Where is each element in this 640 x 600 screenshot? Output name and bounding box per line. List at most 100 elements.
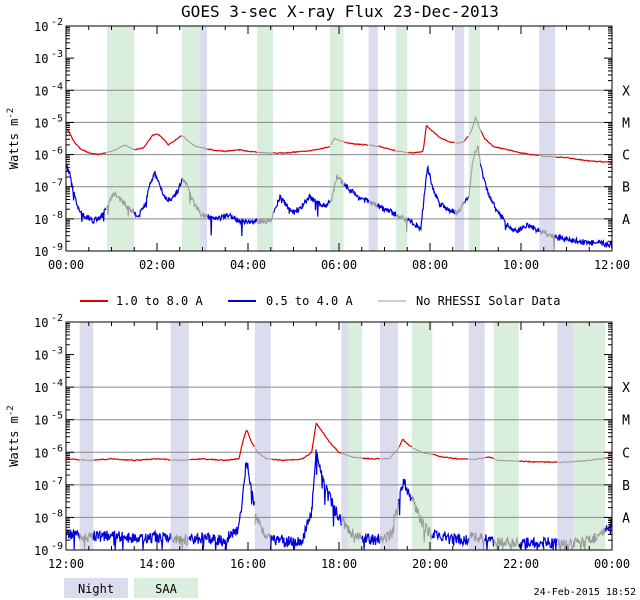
night-band [557, 322, 574, 550]
y-tick-exponent: -6 [51, 146, 63, 157]
y-tick-label: 10 [34, 511, 48, 525]
y-tick-exponent: -8 [51, 508, 63, 519]
flare-class-label: M [622, 414, 630, 429]
x-tick-label: 12:00 [594, 258, 630, 272]
y-axis-label: Watts m-2 [6, 108, 21, 169]
long-channel-line [65, 125, 613, 164]
x-tick-label: 18:00 [321, 557, 357, 571]
y-tick-exponent: -9 [51, 242, 63, 253]
night-band [455, 26, 465, 251]
y-tick-label: 10 [34, 414, 48, 428]
saa-band [257, 26, 274, 251]
x-tick-label: 00:00 [48, 258, 84, 272]
y-tick-label: 10 [34, 316, 48, 330]
saa-band [395, 26, 408, 251]
y-tick-label: 10 [34, 381, 48, 395]
footer-timestamp: 24-Feb-2015 18:52 [534, 587, 636, 598]
x-tick-label: 12:00 [48, 557, 84, 571]
x-tick-label: 00:00 [594, 557, 630, 571]
legend-label-norhessi: No RHESSI Solar Data [416, 294, 561, 308]
y-axis-label: Watts m-2 [6, 405, 21, 466]
y-tick-exponent: -9 [51, 541, 63, 552]
short-channel-norhessi-line [106, 145, 556, 252]
saa-band [182, 26, 201, 251]
x-tick-label: 02:00 [139, 258, 175, 272]
legend-box-saa [134, 578, 198, 598]
y-tick-exponent: -2 [51, 313, 63, 324]
legend-label-night: Night [78, 582, 114, 596]
night-band [79, 322, 94, 550]
y-tick-exponent: -4 [51, 81, 63, 92]
y-tick-label: 10 [34, 349, 48, 363]
chart-title: GOES 3-sec X-ray Flux 23-Dec-2013 [181, 2, 499, 21]
saa-band [329, 26, 344, 251]
y-tick-exponent: -2 [51, 17, 63, 28]
legend-label-saa: SAA [155, 582, 177, 596]
saa-band [348, 322, 362, 550]
legend-box-night [64, 578, 128, 598]
y-tick-exponent: -5 [51, 113, 63, 124]
x-tick-label: 16:00 [230, 557, 266, 571]
x-tick-label: 22:00 [503, 557, 539, 571]
night-band [468, 322, 485, 550]
short-channel-line [65, 163, 613, 249]
y-tick-exponent: -3 [51, 346, 63, 357]
night-band [197, 26, 208, 251]
y-tick-label: 10 [34, 116, 48, 130]
long-channel-norhessi-line [106, 115, 556, 158]
x-tick-label: 08:00 [412, 258, 448, 272]
saa-band [573, 322, 606, 550]
y-tick-label: 10 [34, 52, 48, 66]
x-tick-label: 06:00 [321, 258, 357, 272]
y-axis-label-exponent: -2 [6, 108, 16, 119]
flare-class-label: B [622, 479, 630, 494]
y-tick-exponent: -5 [51, 411, 63, 422]
night-band [170, 322, 189, 550]
y-tick-label: 10 [34, 181, 48, 195]
saa-band [411, 322, 433, 550]
flare-class-label: C [622, 149, 630, 164]
flare-class-label: C [622, 446, 630, 461]
y-tick-label: 10 [34, 544, 48, 558]
flare-class-label: X [622, 84, 630, 99]
y-tick-label: 10 [34, 479, 48, 493]
night-band [379, 322, 399, 550]
y-tick-exponent: -7 [51, 178, 63, 189]
saa-band [106, 26, 135, 251]
legend-label-long: 1.0 to 8.0 A [116, 294, 203, 308]
y-tick-exponent: -4 [51, 378, 63, 389]
x-tick-label: 04:00 [230, 258, 266, 272]
night-band [539, 26, 556, 251]
y-tick-exponent: -3 [51, 49, 63, 60]
y-tick-label: 10 [34, 446, 48, 460]
flare-class-label: B [622, 181, 630, 196]
night-band [254, 322, 271, 550]
night-band [368, 26, 378, 251]
y-tick-label: 10 [34, 149, 48, 163]
y-tick-label: 10 [34, 245, 48, 259]
y-tick-exponent: -6 [51, 443, 63, 454]
flare-class-label: X [622, 381, 630, 396]
saa-band [468, 26, 481, 251]
y-axis-label-exponent: -2 [6, 405, 16, 416]
y-tick-exponent: -7 [51, 476, 63, 487]
region-legend: Night SAA [64, 578, 198, 598]
saa-band [493, 322, 519, 550]
y-tick-exponent: -8 [51, 210, 63, 221]
series-legend: 1.0 to 8.0 A 0.5 to 4.0 A No RHESSI Solar … [80, 294, 561, 308]
x-tick-label: 14:00 [139, 557, 175, 571]
long-channel-norhessi-line [80, 446, 606, 463]
legend-label-short: 0.5 to 4.0 A [266, 294, 353, 308]
x-tick-label: 10:00 [503, 258, 539, 272]
long-channel-line [65, 422, 613, 464]
y-tick-label: 10 [34, 20, 48, 34]
x-tick-label: 20:00 [412, 557, 448, 571]
plot-frame [65, 321, 613, 551]
y-tick-label: 10 [34, 213, 48, 227]
short-channel-line [65, 449, 613, 551]
flare-class-label: A [622, 511, 630, 526]
flare-class-label: M [622, 116, 630, 131]
